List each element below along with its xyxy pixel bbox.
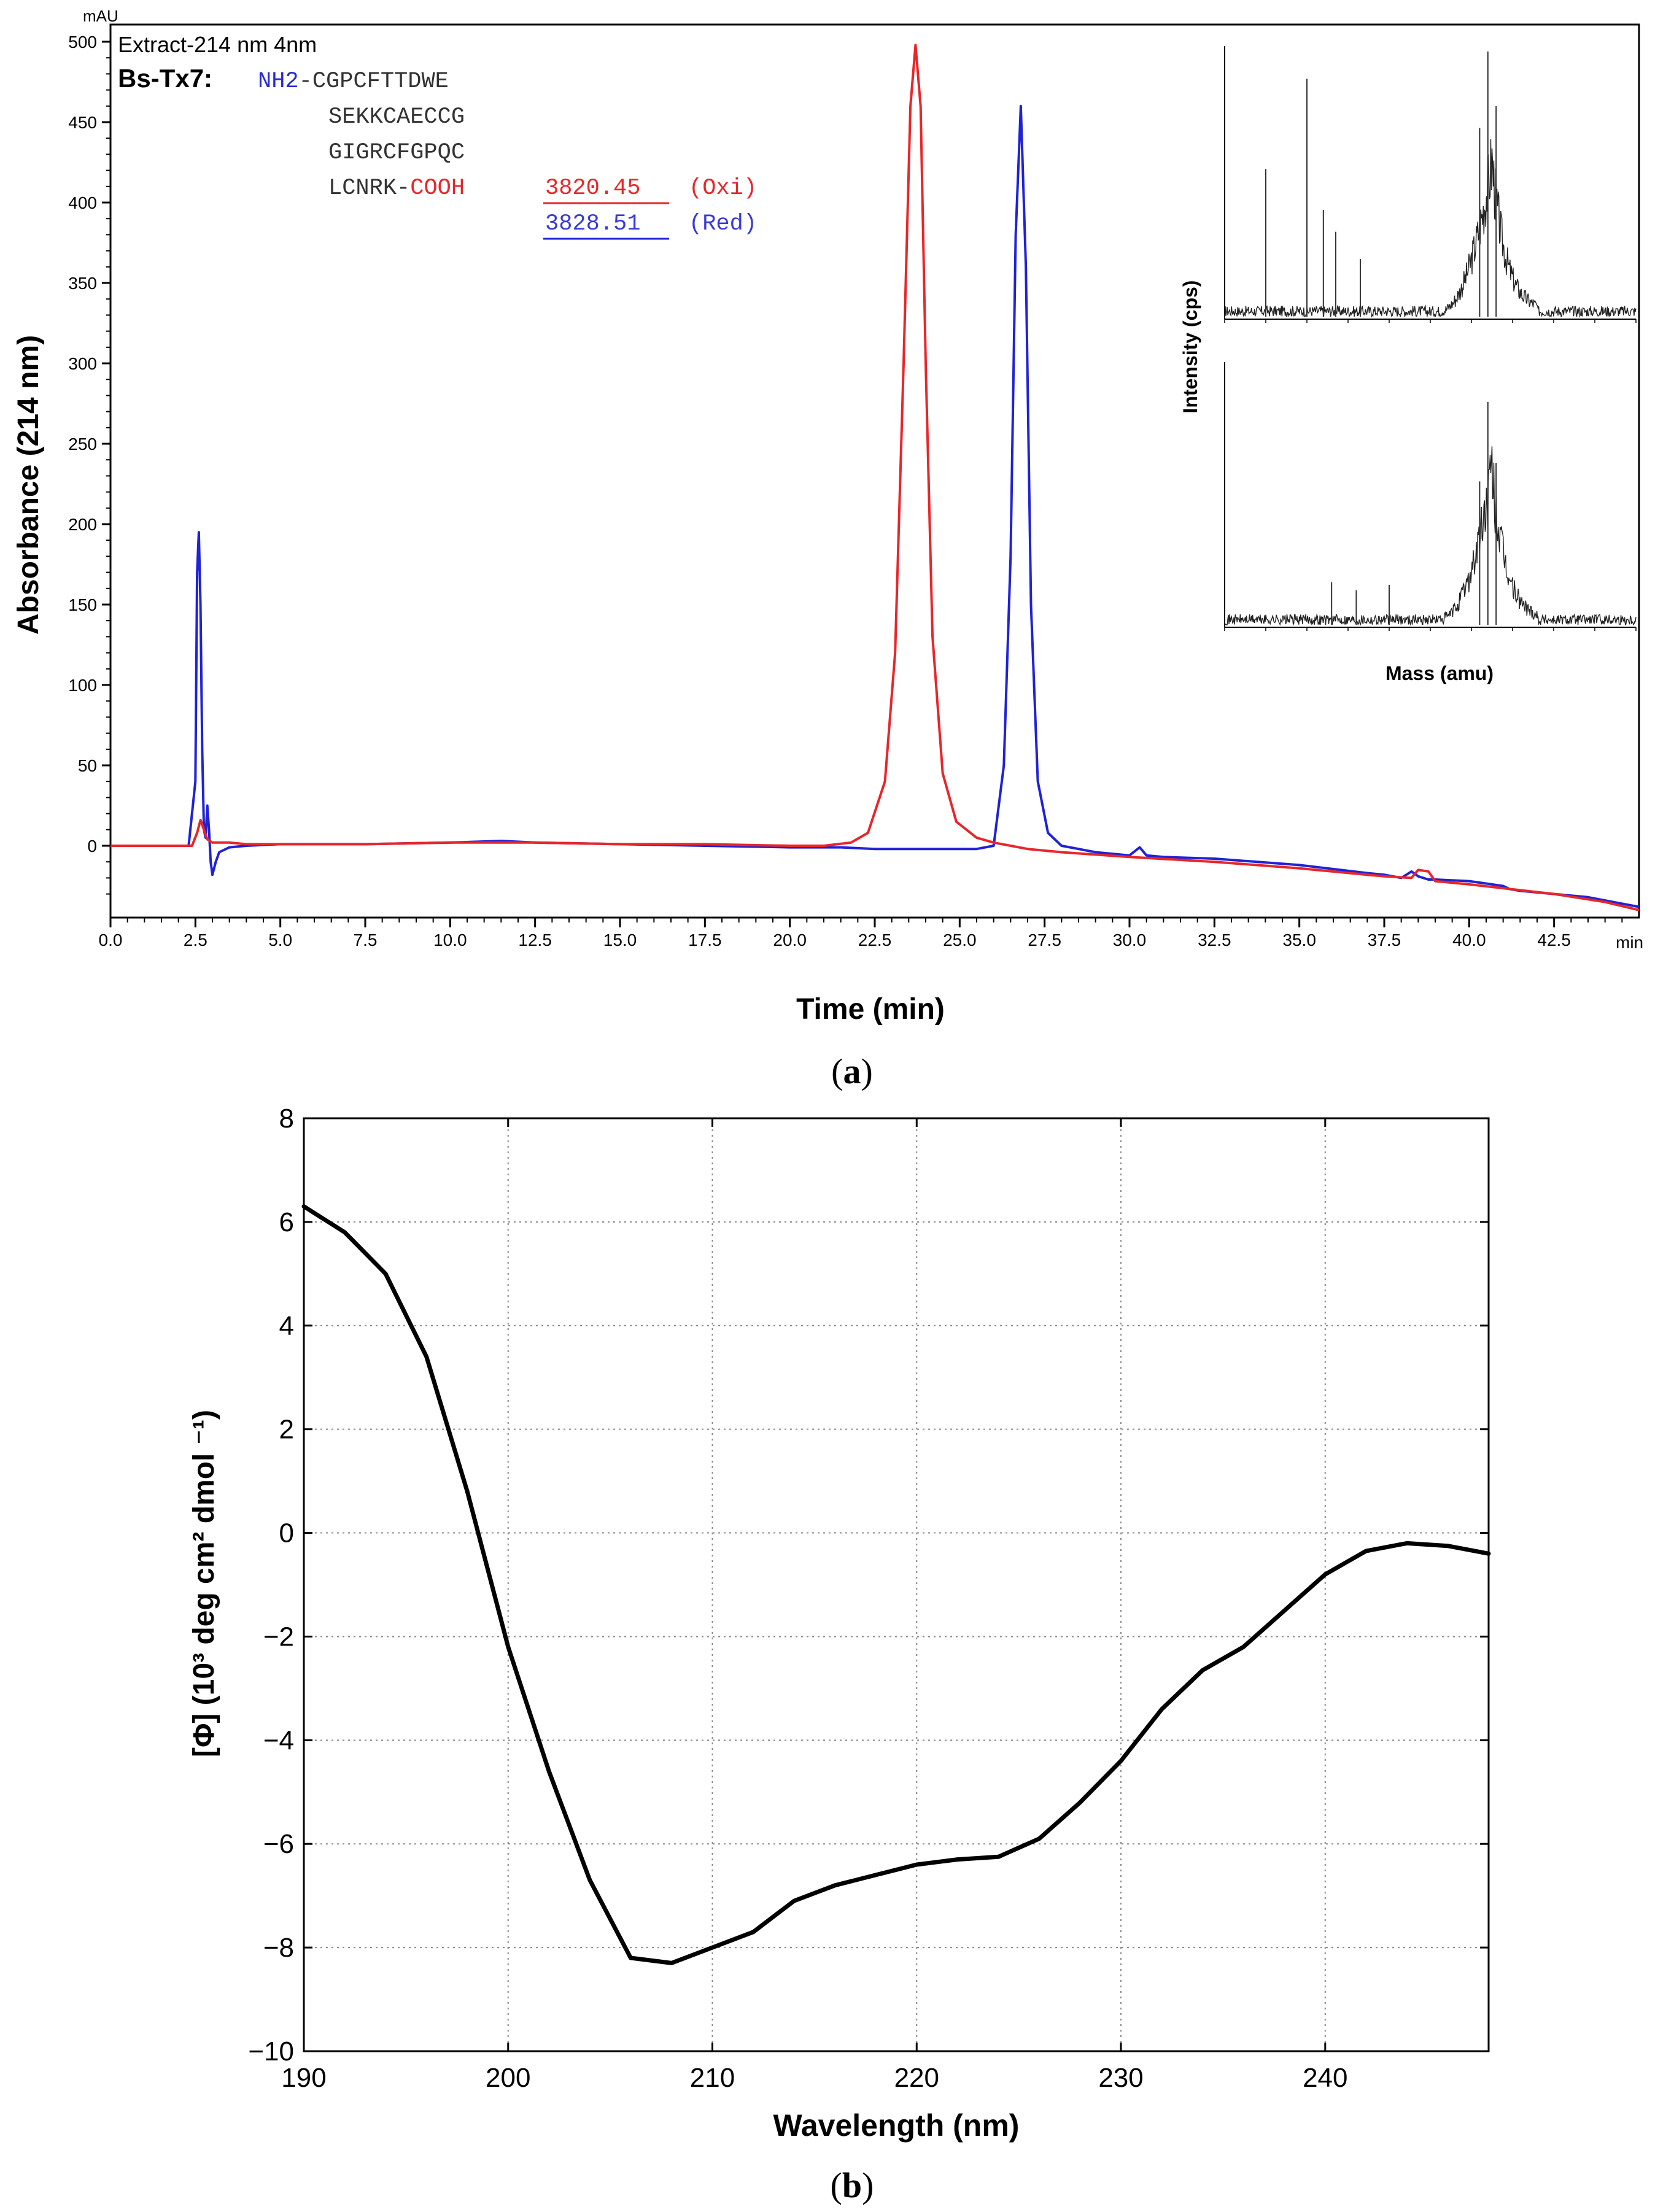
panel-a-x-tick-label: 10.0: [433, 930, 467, 949]
panel-a-x-tick-label: 0.0: [99, 930, 123, 949]
mass-red: 3828.51: [545, 211, 640, 237]
inset-bottom-trace: [1224, 446, 1637, 626]
panel-b-y-tick-label: −8: [263, 1933, 294, 1963]
panel-b-x-tick-label: 200: [486, 2063, 530, 2093]
panel-b-x-axis-title: Wavelength (nm): [773, 2108, 1020, 2143]
panel-a-x-tick-label: 20.0: [773, 930, 807, 949]
panel-a-y-tick-label: 150: [68, 595, 97, 614]
panel-b-y-tick-label: −6: [263, 1829, 294, 1859]
panel-a-label: (a): [831, 1051, 873, 1091]
panel-b-frame: [303, 1117, 1490, 2052]
panel-a-x-tick-label: 17.5: [688, 930, 722, 949]
panel-a-chromatogram: 0.0 2.5 5.0 7.5 10.0 12.5 15.0 17.5 20.0 22.5 25.0…: [12, 7, 1643, 1091]
panel-a-y-tick-label: 50: [78, 756, 97, 775]
panel-a-y-tick-label: 0: [87, 837, 97, 856]
panel-a-y-tick-label: 400: [68, 193, 97, 212]
mass-oxi: 3820.45: [545, 176, 640, 201]
mass-red-label: (Red): [689, 211, 757, 237]
panel-a-x-tick-label: 32.5: [1198, 930, 1231, 949]
panel-a-x-tick-label: 22.5: [858, 930, 892, 949]
panel-b-x-tick-label: 210: [690, 2063, 735, 2093]
panel-b-cd-spectrum: 190 200 210 220 230 240 −10 −8 −6 −4 −2 0 2 4 6 8 [Φ] …: [188, 1104, 1491, 2205]
panel-b-series: [301, 1204, 1491, 1965]
sequence-line-4: LCNRK-COOH: [328, 176, 465, 201]
panel-a-y-tick-label: 100: [68, 676, 97, 695]
inset-x-axis-title: Mass (amu): [1385, 662, 1494, 684]
panel-a-x-tick-label: 12.5: [518, 930, 552, 949]
panel-b-y-tick-label: 0: [279, 1518, 294, 1549]
panel-a-x-tick-label: 5.0: [268, 930, 292, 949]
panel-a-y-tick-label: 300: [68, 354, 97, 373]
panel-a-y-tick-label: 500: [68, 33, 97, 52]
panel-a-x-tick-label: 40.0: [1452, 930, 1486, 949]
panel-a-y-unit: mAU: [83, 7, 118, 25]
panel-a-title: Extract-214 nm 4nm: [118, 32, 317, 57]
panel-a-x-tick-label: 35.0: [1282, 930, 1316, 949]
panel-a-x-tick-label: 2.5: [184, 930, 207, 949]
panel-a-x-tick-label: 15.0: [603, 930, 637, 949]
mass-oxi-label: (Oxi): [689, 176, 757, 201]
panel-b-y-tick-label: −4: [263, 1725, 294, 1755]
panel-b-x-tick-label: 220: [894, 2063, 939, 2093]
panel-a-x-tick-label: 37.5: [1368, 930, 1401, 949]
inset-spectrum-bottom: [1224, 362, 1637, 631]
inset-spectrum-top: [1224, 46, 1637, 323]
panel-a-x-tick-label: 25.0: [943, 930, 977, 949]
sequence-line-2: SEKKCAECCG: [328, 104, 465, 130]
series-oxi-oxidized: [110, 44, 1640, 911]
panel-b-x-ticks: 190 200 210 220 230 240: [281, 1118, 1348, 2093]
panel-b-letter: b: [842, 2165, 862, 2205]
series-cd-spectrum: [301, 1204, 1491, 1965]
c-terminus: COOH: [410, 176, 465, 201]
sequence-line-1: NH2-CGPCFTTDWE: [258, 69, 449, 95]
inset-top-trace: [1224, 139, 1637, 318]
inset-y-axis-title: Intensity (cps): [1179, 280, 1201, 414]
panel-b-grid: [304, 1118, 1489, 2051]
sequence-part-4: LCNRK-: [328, 176, 410, 201]
peptide-name: Bs-Tx7:: [118, 64, 212, 93]
panel-a-y-ticks: 0 50 100 150 200 250 300 350 400 450 500: [68, 33, 110, 895]
sequence-part-1: -CGPCFTTDWE: [299, 69, 449, 95]
panel-b-x-tick-label: 190: [281, 2063, 326, 2093]
panel-a-y-tick-label: 450: [68, 113, 97, 132]
panel-a-x-ticks: 0.0 2.5 5.0 7.5 10.0 12.5 15.0 17.5 20.0 22.5 25.0…: [99, 918, 1623, 949]
panel-b-y-tick-label: 2: [279, 1415, 294, 1445]
panel-a-y-tick-label: 250: [68, 435, 97, 454]
panel-b-y-axis-title: [Φ] (10³ deg cm² dmol ⁻¹): [188, 1410, 220, 1757]
mass-spectrum-inset: Intensity (cps) Mass (amu): [1179, 46, 1637, 684]
panel-a-x-axis-title: Time (min): [796, 993, 945, 1026]
panel-a-x-tick-label: 7.5: [354, 930, 378, 949]
panel-a-letter: a: [843, 1051, 861, 1091]
panel-b-x-tick-label: 240: [1303, 2063, 1347, 2093]
panel-b-y-tick-label: 6: [279, 1207, 294, 1237]
panel-a-x-tick-label: 27.5: [1028, 930, 1061, 949]
panel-b-y-tick-label: −2: [263, 1622, 294, 1652]
panel-b-label: (b): [831, 2165, 874, 2205]
panel-b-y-ticks: −10 −8 −6 −4 −2 0 2 4 6 8: [248, 1104, 1489, 2067]
sequence-line-3: GIGRCFGPQC: [328, 140, 465, 166]
n-terminus: NH2: [258, 69, 299, 95]
panel-a-x-tick-label: 30.0: [1113, 930, 1147, 949]
panel-a-x-tick-label: 42.5: [1537, 930, 1571, 949]
panel-a-y-axis-title: Absorbance (214 nm): [12, 335, 45, 635]
panel-a-x-unit: min: [1616, 933, 1643, 952]
panel-a-y-tick-label: 200: [68, 515, 97, 534]
panel-b-y-tick-label: 4: [279, 1311, 294, 1341]
panel-a-y-tick-label: 350: [68, 274, 97, 293]
panel-b-y-tick-label: −10: [248, 2036, 294, 2067]
panel-a-series: [110, 44, 1640, 911]
panel-b-x-tick-label: 230: [1098, 2063, 1143, 2093]
panel-b-y-tick-label: 8: [279, 1104, 294, 1134]
